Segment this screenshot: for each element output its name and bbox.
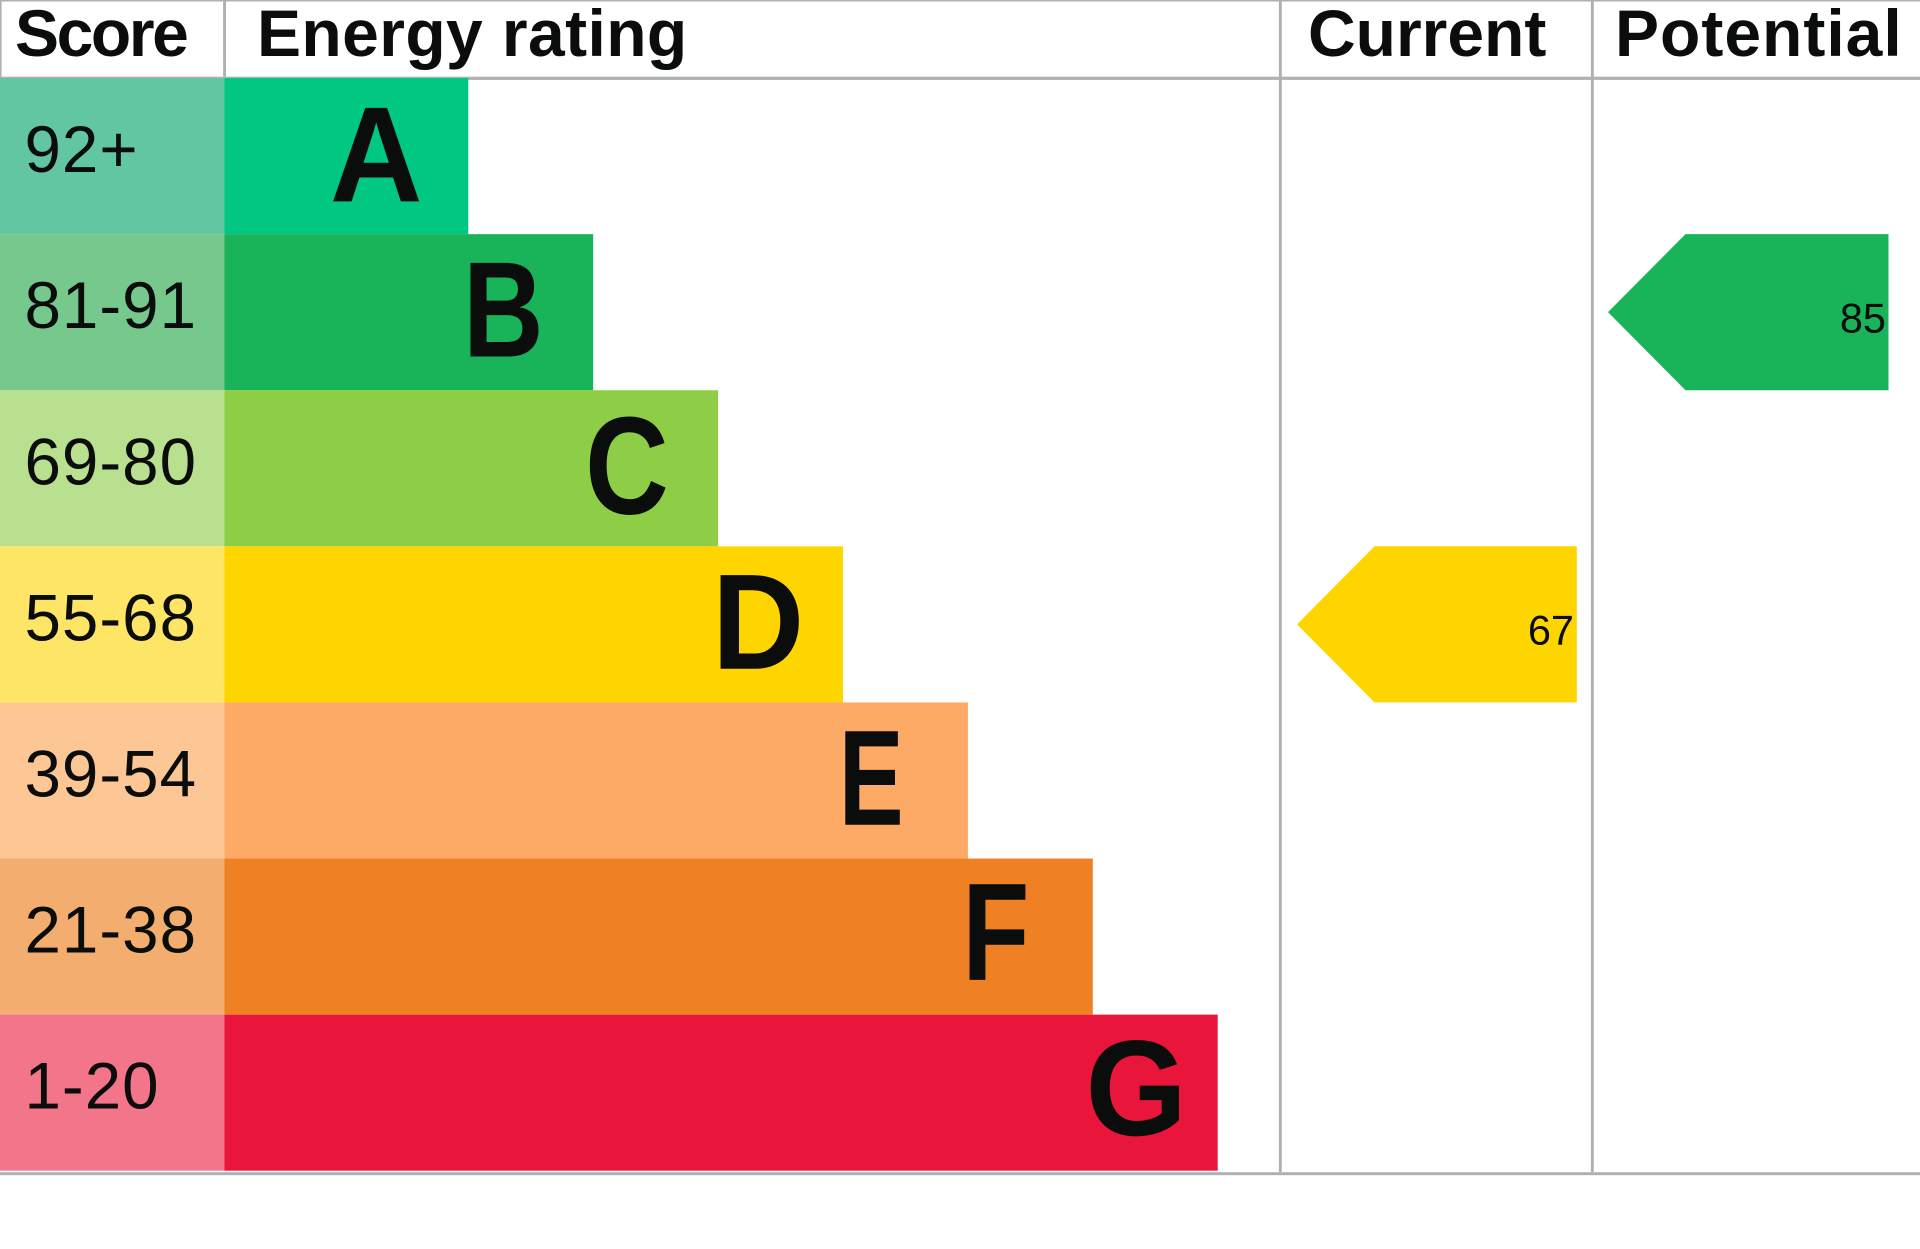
- svg-text:21-38: 21-38: [25, 894, 198, 967]
- svg-text:Score: Score: [15, 0, 187, 70]
- svg-text:E: E: [839, 703, 904, 855]
- svg-text:D: D: [712, 546, 804, 698]
- svg-text:B: B: [463, 234, 544, 386]
- svg-text:Current: Current: [1308, 0, 1546, 70]
- svg-text:Potential: Potential: [1615, 0, 1903, 70]
- svg-text:1-20: 1-20: [25, 1050, 160, 1123]
- svg-text:39-54: 39-54: [25, 738, 198, 811]
- svg-text:55-68: 55-68: [25, 581, 198, 654]
- svg-text:G: G: [1085, 1013, 1187, 1165]
- svg-text:F: F: [962, 854, 1029, 1010]
- svg-text:C: C: [585, 389, 669, 544]
- svg-text:67: 67: [1528, 606, 1574, 653]
- svg-text:81-91: 81-91: [25, 269, 198, 342]
- svg-text:Energy rating: Energy rating: [257, 0, 688, 70]
- svg-text:A: A: [330, 79, 423, 231]
- svg-text:69-80: 69-80: [25, 425, 198, 498]
- svg-text:85: 85: [1840, 295, 1886, 342]
- svg-text:92+: 92+: [25, 113, 139, 186]
